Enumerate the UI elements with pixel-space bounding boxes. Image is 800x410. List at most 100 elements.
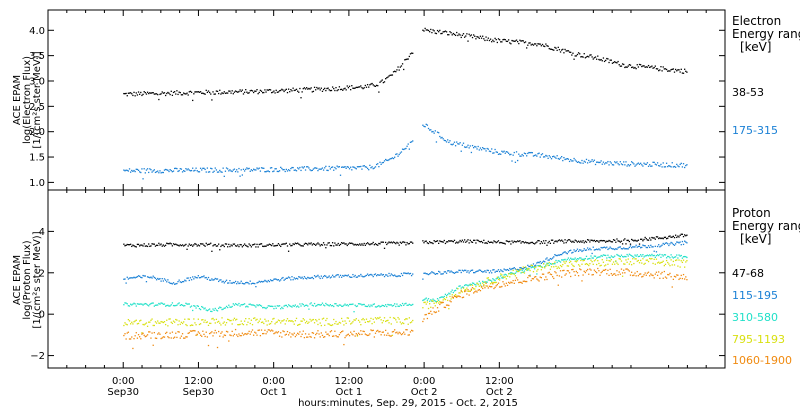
data-point <box>133 337 135 340</box>
data-point <box>644 272 646 274</box>
data-point <box>449 140 451 142</box>
data-point <box>498 39 501 41</box>
data-point <box>271 321 273 323</box>
data-point <box>296 324 299 326</box>
data-point <box>268 88 271 91</box>
data-point <box>582 162 584 164</box>
proton-legend-title: Proton Energy ranges [keV] <box>732 206 800 246</box>
data-point <box>167 336 169 338</box>
series-legend: 38-53175-31547-68115-195310-580795-11931… <box>732 86 792 367</box>
data-point <box>605 59 607 62</box>
data-point <box>210 310 212 313</box>
data-point <box>533 276 536 278</box>
data-point <box>602 269 605 271</box>
data-point <box>510 273 512 275</box>
data-point <box>148 321 150 323</box>
data-point <box>219 249 221 251</box>
data-point <box>208 171 211 173</box>
data-point <box>167 242 169 245</box>
data-point <box>566 240 568 242</box>
data-point <box>571 258 573 260</box>
data-point <box>650 273 652 275</box>
data-point <box>303 166 306 168</box>
data-point <box>425 313 427 316</box>
data-point <box>515 39 518 41</box>
data-point <box>511 273 513 275</box>
data-point <box>175 93 177 95</box>
data-point <box>157 277 159 280</box>
data-point <box>151 277 153 279</box>
data-point <box>556 274 558 277</box>
data-point <box>617 163 619 165</box>
data-point <box>510 268 512 271</box>
data-point <box>185 336 187 338</box>
data-point <box>315 167 317 169</box>
data-point <box>614 61 616 63</box>
data-point <box>597 161 599 163</box>
data-point <box>347 333 350 335</box>
data-point <box>573 241 575 244</box>
data-point <box>313 275 316 277</box>
data-point <box>480 285 483 288</box>
data-point <box>682 256 685 258</box>
data-point <box>148 305 150 307</box>
data-point <box>483 281 485 283</box>
data-point <box>339 304 342 306</box>
data-point <box>607 248 609 251</box>
data-point <box>474 271 476 274</box>
data-point <box>451 240 453 242</box>
data-point <box>395 71 397 73</box>
data-point <box>232 335 234 337</box>
data-point <box>408 55 410 58</box>
data-point <box>588 159 590 162</box>
data-point <box>331 304 334 307</box>
data-point <box>574 159 576 161</box>
data-point <box>370 273 372 276</box>
data-point <box>396 321 398 323</box>
data-point <box>179 168 181 170</box>
data-point <box>591 252 593 255</box>
data-point <box>498 286 501 288</box>
data-point <box>487 287 489 289</box>
data-point <box>327 169 329 172</box>
data-point <box>482 280 484 283</box>
data-point <box>649 275 651 277</box>
data-point <box>177 244 179 246</box>
data-point <box>360 303 362 305</box>
data-point <box>579 53 581 55</box>
data-point <box>582 258 584 261</box>
data-point <box>535 242 537 244</box>
data-point <box>566 269 568 272</box>
data-point <box>322 304 325 306</box>
data-point <box>263 167 265 170</box>
data-point <box>265 333 267 335</box>
data-point <box>184 318 186 320</box>
data-point <box>266 324 268 326</box>
data-point <box>321 167 324 169</box>
data-point <box>255 319 257 321</box>
data-point <box>652 67 654 69</box>
data-point <box>201 169 203 171</box>
data-point <box>216 245 219 247</box>
data-point <box>128 92 131 94</box>
data-point <box>291 333 293 335</box>
data-point <box>575 160 577 162</box>
data-point <box>658 271 660 273</box>
data-point <box>381 274 383 276</box>
data-point <box>316 320 318 322</box>
data-point <box>453 141 456 143</box>
data-point <box>157 244 159 247</box>
data-point <box>646 246 649 249</box>
data-point <box>573 58 575 60</box>
data-point <box>403 331 405 333</box>
data-point <box>618 255 620 257</box>
data-point <box>355 333 357 335</box>
data-point <box>623 263 625 265</box>
data-point <box>360 324 362 326</box>
data-point <box>615 260 617 262</box>
data-point <box>183 305 185 307</box>
data-point <box>679 71 681 73</box>
data-point <box>556 49 558 52</box>
data-point <box>375 306 378 308</box>
